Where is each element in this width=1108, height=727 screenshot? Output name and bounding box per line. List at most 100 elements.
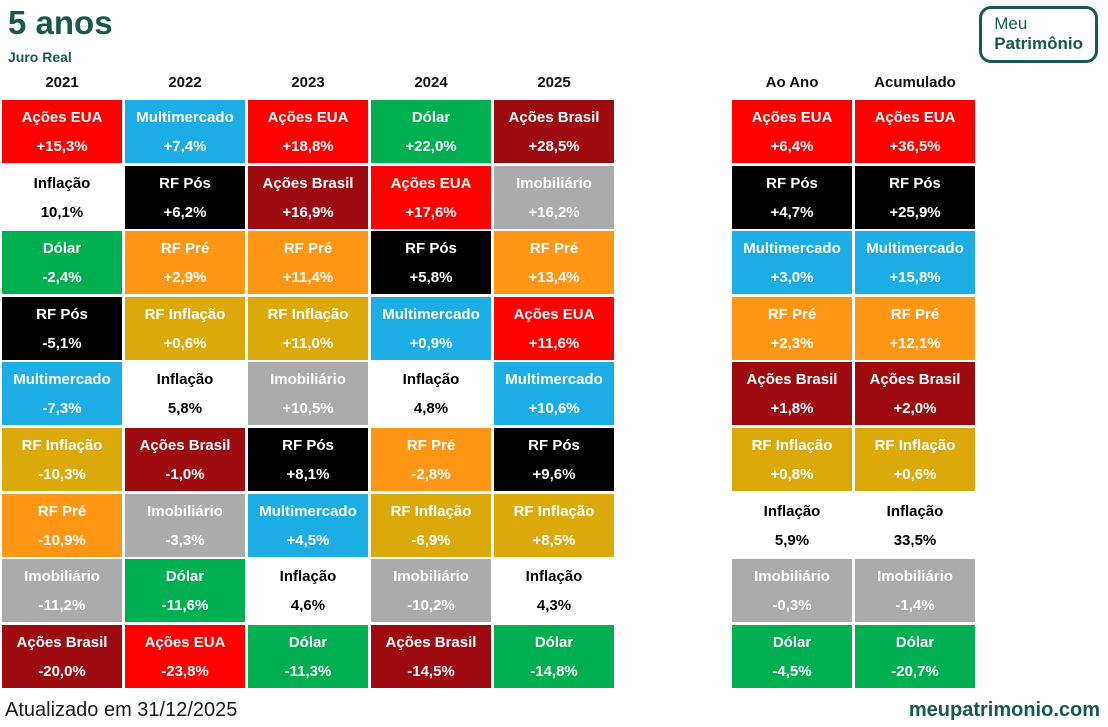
asset-label: Imobiliário: [147, 502, 223, 520]
asset-return-value: +8,5%: [532, 531, 576, 549]
return-cell: RF Pré -2,8%: [371, 427, 491, 491]
asset-label: RF Pré: [890, 305, 940, 323]
return-cell: Dólar -11,3%: [248, 624, 368, 688]
return-cell: RF Pós +4,7%: [732, 165, 852, 229]
asset-label: Multimercado: [136, 109, 234, 126]
asset-label: Ações EUA: [21, 109, 103, 126]
site-link[interactable]: meupatrimonio.com: [908, 699, 1100, 721]
return-cell: Ações Brasil +16,9%: [248, 165, 368, 229]
asset-return-value: -0,3%: [772, 597, 812, 615]
asset-return-value: +12,1%: [889, 334, 941, 352]
return-cell: RF Inflação +0,8%: [732, 427, 852, 491]
asset-label: Ações EUA: [751, 109, 833, 126]
asset-return-value: -1,4%: [895, 597, 935, 615]
column-2024: 2024 Dólar +22,0% Ações EUA +17,6% RF Pós +5,8…: [371, 74, 491, 690]
asset-label: Ações EUA: [874, 109, 956, 126]
return-cell: RF Pré +11,4%: [248, 231, 368, 295]
asset-return-value: +18,8%: [282, 138, 334, 155]
return-cell: Multimercado +10,6%: [494, 362, 614, 426]
asset-return-value: +5,8%: [409, 269, 453, 287]
return-cell: Inflação 10,1%: [2, 165, 122, 229]
asset-return-value: -1,0%: [165, 465, 205, 483]
column-header: 2021: [45, 74, 79, 91]
asset-return-value: -14,5%: [407, 662, 455, 680]
return-cell: Ações EUA +18,8%: [248, 100, 368, 163]
return-cell: RF Pós -5,1%: [2, 296, 122, 360]
asset-label: Multimercado: [743, 240, 841, 258]
asset-return-value: +8,1%: [286, 465, 330, 483]
asset-label: RF Inflação: [267, 305, 349, 323]
asset-label: Ações Brasil: [139, 436, 231, 454]
asset-label: Ações EUA: [267, 109, 349, 126]
return-cell: Ações EUA +15,3%: [2, 100, 122, 163]
asset-label: RF Pré: [767, 305, 817, 323]
asset-return-value: +25,9%: [889, 203, 941, 221]
return-cell: Multimercado -7,3%: [2, 362, 122, 426]
return-cell: Imobiliário -11,2%: [2, 559, 122, 623]
asset-return-value: -5,1%: [42, 334, 82, 352]
asset-label: Ações Brasil: [508, 109, 600, 126]
column-2021: 2021 Ações EUA +15,3% Inflação 10,1% Dólar -2,…: [2, 74, 122, 690]
asset-label: Dólar: [895, 633, 935, 651]
asset-label: Inflação: [886, 502, 944, 520]
asset-return-value: +9,6%: [532, 465, 576, 483]
column-2022: 2022 Multimercado +7,4% RF Pós +6,2% RF Pré +2…: [125, 74, 245, 690]
asset-return-value: +2,9%: [163, 269, 207, 287]
column-ao-ano: Ao Ano Ações EUA +6,4% RF Pós +4,7% Multimerc…: [732, 74, 852, 690]
return-cell: RF Pós +8,1%: [248, 427, 368, 491]
return-cell: Ações Brasil -1,0%: [125, 427, 245, 491]
asset-label: Ações EUA: [513, 305, 595, 323]
asset-label: Imobiliário: [754, 568, 830, 586]
asset-label: RF Pós: [766, 174, 818, 192]
return-cell: RF Pré +12,1%: [855, 296, 975, 360]
return-cell: RF Pré -10,9%: [2, 493, 122, 557]
return-cell: Multimercado +0,9%: [371, 296, 491, 360]
asset-label: Imobiliário: [24, 568, 100, 586]
asset-return-value: -3,3%: [165, 531, 205, 549]
asset-label: Inflação: [33, 174, 91, 192]
asset-return-value: +11,0%: [282, 334, 334, 352]
asset-label: RF Pós: [159, 174, 211, 192]
asset-return-value: +11,6%: [528, 334, 580, 352]
asset-return-value: +3,0%: [770, 269, 814, 287]
return-cell: Dólar -20,7%: [855, 624, 975, 688]
column-header: Ao Ano: [765, 74, 819, 91]
asset-return-value: +4,5%: [286, 531, 330, 549]
asset-label: RF Pós: [282, 436, 334, 454]
asset-label: RF Inflação: [144, 305, 226, 323]
return-cell: Imobiliário -10,2%: [371, 559, 491, 623]
return-cell: RF Inflação +0,6%: [125, 296, 245, 360]
return-cell: Inflação 5,8%: [125, 362, 245, 426]
asset-return-value: -6,9%: [411, 531, 451, 549]
return-cell: RF Pós +25,9%: [855, 165, 975, 229]
asset-return-value: +7,4%: [163, 138, 207, 155]
return-cell: Multimercado +15,8%: [855, 231, 975, 295]
asset-return-value: -20,7%: [891, 662, 939, 680]
return-cell: Inflação 4,6%: [248, 559, 368, 623]
asset-label: Multimercado: [13, 371, 111, 389]
asset-return-value: +1,8%: [770, 400, 814, 418]
asset-label: Inflação: [279, 568, 337, 586]
asset-label: Dólar: [42, 240, 82, 258]
asset-return-value: +2,0%: [893, 400, 937, 418]
asset-return-value: 5,9%: [774, 531, 810, 549]
asset-label: Ações Brasil: [869, 371, 961, 389]
asset-return-value: 5,8%: [167, 400, 203, 418]
return-cell: RF Pós +6,2%: [125, 165, 245, 229]
asset-label: RF Pré: [406, 436, 456, 454]
asset-label: Ações Brasil: [16, 633, 108, 651]
return-cell: Inflação 5,9%: [732, 493, 852, 557]
return-cell: RF Pré +13,4%: [494, 231, 614, 295]
asset-return-value: -23,8%: [161, 662, 209, 680]
return-cell: Dólar -11,6%: [125, 559, 245, 623]
return-cell: RF Pré +2,9%: [125, 231, 245, 295]
table-gap: [614, 74, 732, 690]
asset-return-value: 33,5%: [893, 531, 937, 549]
return-cell: Dólar -14,8%: [494, 624, 614, 688]
asset-label: RF Pós: [36, 305, 88, 323]
asset-return-value: -2,4%: [42, 269, 82, 287]
logo-text-meu: Meu: [994, 14, 1028, 33]
asset-label: Dólar: [411, 109, 451, 126]
asset-return-value: +11,4%: [282, 269, 334, 287]
